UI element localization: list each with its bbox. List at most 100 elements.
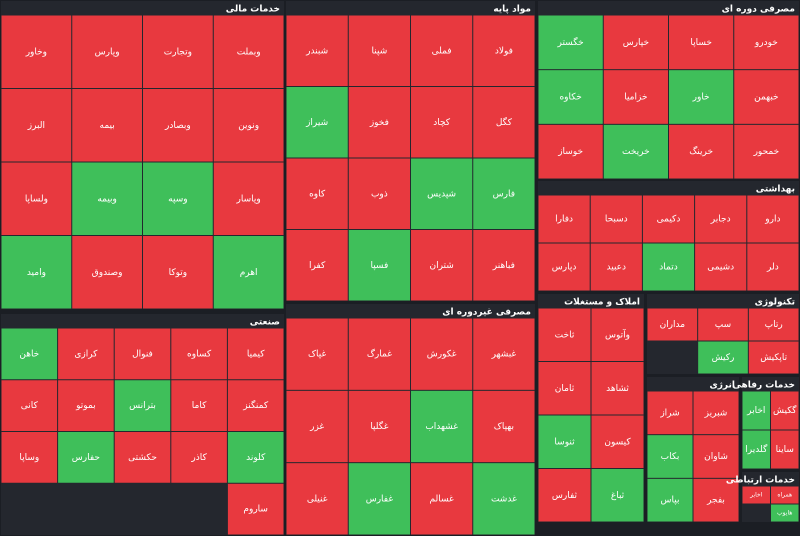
stock-tile[interactable] xyxy=(748,308,799,341)
stock-tile[interactable] xyxy=(143,162,213,236)
stock-tile[interactable] xyxy=(227,432,284,483)
stock-tile[interactable] xyxy=(538,124,603,179)
stock-tile[interactable] xyxy=(590,243,642,291)
stock-tile[interactable] xyxy=(213,15,284,89)
stock-tile[interactable] xyxy=(693,478,739,522)
stock-tile[interactable] xyxy=(1,328,58,380)
stock-tile[interactable] xyxy=(473,15,535,87)
stock-tile[interactable] xyxy=(143,236,213,309)
stock-tile[interactable] xyxy=(58,432,114,483)
stock-tile[interactable] xyxy=(747,243,799,291)
stock-tile[interactable] xyxy=(1,89,72,162)
stock-tile[interactable] xyxy=(58,380,114,431)
stock-tile[interactable] xyxy=(698,308,748,341)
stock-tile[interactable] xyxy=(411,15,473,87)
stock-tile[interactable] xyxy=(591,469,644,522)
stock-tile[interactable] xyxy=(742,391,771,430)
stock-tile[interactable] xyxy=(693,435,739,478)
stock-tile[interactable] xyxy=(1,15,72,89)
stock-tile[interactable] xyxy=(473,87,535,158)
stock-tile[interactable] xyxy=(698,341,748,374)
stock-tile[interactable] xyxy=(538,415,591,469)
stock-tile[interactable] xyxy=(227,380,284,431)
stock-tile[interactable] xyxy=(538,243,590,291)
stock-tile[interactable] xyxy=(286,230,348,301)
stock-tile[interactable] xyxy=(227,483,284,535)
stock-tile[interactable] xyxy=(473,390,535,463)
stock-tile[interactable] xyxy=(473,158,535,230)
stock-tile[interactable] xyxy=(72,89,142,162)
stock-tile[interactable] xyxy=(143,15,213,89)
stock-tile[interactable] xyxy=(742,486,771,504)
stock-tile[interactable] xyxy=(286,318,348,390)
stock-tile[interactable] xyxy=(771,430,799,469)
stock-tile[interactable] xyxy=(669,15,734,70)
stock-tile[interactable] xyxy=(1,432,58,483)
stock-tile[interactable] xyxy=(734,124,799,179)
stock-tile[interactable] xyxy=(72,236,142,309)
stock-tile[interactable] xyxy=(411,158,473,230)
stock-tile[interactable] xyxy=(742,430,771,469)
stock-tile[interactable] xyxy=(538,195,590,243)
stock-tile[interactable] xyxy=(411,318,473,390)
stock-tile[interactable] xyxy=(411,230,473,301)
stock-tile[interactable] xyxy=(348,15,410,87)
stock-tile[interactable] xyxy=(286,463,348,535)
stock-tile[interactable] xyxy=(72,15,142,89)
stock-tile[interactable] xyxy=(348,318,410,390)
stock-tile[interactable] xyxy=(647,478,693,522)
stock-tile[interactable] xyxy=(642,195,695,243)
stock-tile[interactable] xyxy=(538,70,603,124)
stock-tile[interactable] xyxy=(473,463,535,535)
stock-tile[interactable] xyxy=(747,195,799,243)
stock-tile[interactable] xyxy=(771,504,799,522)
stock-tile[interactable] xyxy=(348,463,410,535)
stock-tile[interactable] xyxy=(693,391,739,435)
stock-tile[interactable] xyxy=(603,15,668,70)
stock-tile[interactable] xyxy=(734,70,799,124)
stock-tile[interactable] xyxy=(114,380,171,431)
stock-tile[interactable] xyxy=(647,391,693,435)
stock-tile[interactable] xyxy=(647,308,698,341)
stock-tile[interactable] xyxy=(603,124,668,179)
stock-tile[interactable] xyxy=(286,15,348,87)
stock-tile[interactable] xyxy=(213,162,284,236)
stock-tile[interactable] xyxy=(58,328,114,380)
stock-tile[interactable] xyxy=(114,432,171,483)
stock-tile[interactable] xyxy=(590,195,642,243)
stock-tile[interactable] xyxy=(669,70,734,124)
stock-tile[interactable] xyxy=(171,328,227,380)
stock-tile[interactable] xyxy=(647,435,693,478)
stock-tile[interactable] xyxy=(348,87,410,158)
stock-tile[interactable] xyxy=(286,87,348,158)
stock-tile[interactable] xyxy=(591,308,644,362)
stock-tile[interactable] xyxy=(1,236,72,309)
stock-tile[interactable] xyxy=(695,243,747,291)
stock-tile[interactable] xyxy=(114,328,171,380)
stock-tile[interactable] xyxy=(603,70,668,124)
stock-tile[interactable] xyxy=(642,243,695,291)
stock-tile[interactable] xyxy=(473,230,535,301)
stock-tile[interactable] xyxy=(348,158,410,230)
stock-tile[interactable] xyxy=(227,328,284,380)
stock-tile[interactable] xyxy=(1,380,58,431)
stock-tile[interactable] xyxy=(538,362,591,415)
stock-tile[interactable] xyxy=(348,230,410,301)
stock-tile[interactable] xyxy=(538,469,591,522)
stock-tile[interactable] xyxy=(771,391,799,430)
stock-tile[interactable] xyxy=(213,89,284,162)
stock-tile[interactable] xyxy=(669,124,734,179)
stock-tile[interactable] xyxy=(473,318,535,390)
stock-tile[interactable] xyxy=(591,362,644,415)
stock-tile[interactable] xyxy=(771,486,799,504)
stock-tile[interactable] xyxy=(734,15,799,70)
stock-tile[interactable] xyxy=(213,236,284,309)
stock-tile[interactable] xyxy=(72,162,142,236)
stock-tile[interactable] xyxy=(538,308,591,362)
stock-tile[interactable] xyxy=(348,390,410,463)
stock-tile[interactable] xyxy=(538,15,603,70)
stock-tile[interactable] xyxy=(1,162,72,236)
stock-tile[interactable] xyxy=(411,390,473,463)
stock-tile[interactable] xyxy=(411,463,473,535)
stock-tile[interactable] xyxy=(171,432,227,483)
